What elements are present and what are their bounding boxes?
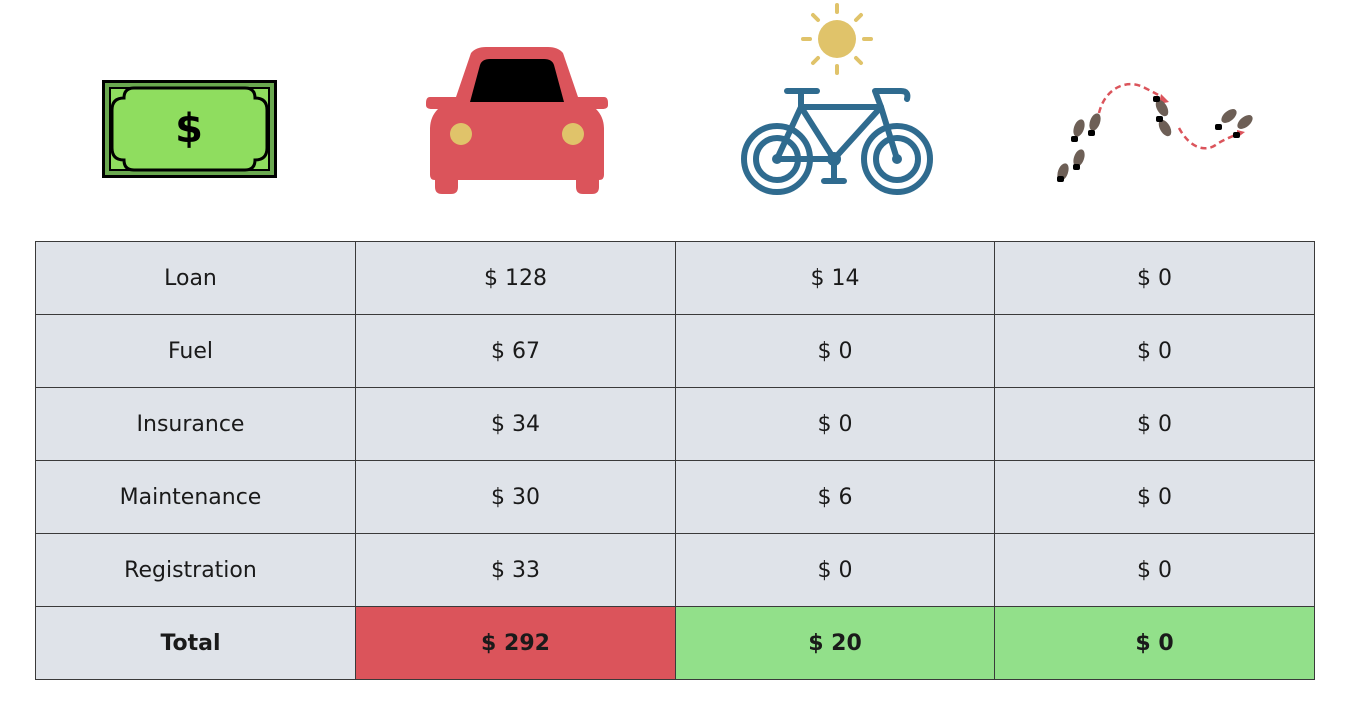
bike-column-header [675,0,994,240]
dollar-bill-icon: $ [102,80,277,178]
footsteps-walking-icon [1057,82,1253,182]
row-label: Fuel [35,314,356,388]
car-cost-cell: $ 67 [355,314,676,388]
car-cost-cell: $ 33 [355,533,676,607]
row-label: Insurance [35,387,356,461]
table-row: Maintenance $ 30 $ 6 $ 0 [35,460,1315,534]
bicycle-icon [741,88,933,195]
header-icons: $ [35,0,1314,240]
row-label: Loan [35,241,356,315]
car-cost-cell: $ 30 [355,460,676,534]
sun-icon [801,3,873,75]
walk-cost-cell: $ 0 [994,314,1315,388]
car-cost-cell: $ 128 [355,241,676,315]
walk-total-cell: $ 0 [994,606,1315,680]
car-total-cell: $ 292 [355,606,676,680]
row-label: Registration [35,533,356,607]
bike-cost-cell: $ 0 [675,314,995,388]
walk-cost-cell: $ 0 [994,460,1315,534]
walk-column-header [995,0,1314,240]
bike-cost-cell: $ 6 [675,460,995,534]
walk-cost-cell: $ 0 [994,387,1315,461]
car-cost-cell: $ 34 [355,387,676,461]
table-row: Insurance $ 34 $ 0 $ 0 [35,387,1315,461]
table-row: Loan $ 128 $ 14 $ 0 [35,241,1315,315]
money-column-header: $ [35,0,354,240]
walk-cost-cell: $ 0 [994,241,1315,315]
bike-total-cell: $ 20 [675,606,995,680]
total-label: Total [35,606,356,680]
bike-cost-cell: $ 0 [675,387,995,461]
bike-cost-cell: $ 0 [675,533,995,607]
bike-cost-cell: $ 14 [675,241,995,315]
row-label: Maintenance [35,460,356,534]
svg-text:$: $ [175,106,203,152]
table-row: Fuel $ 67 $ 0 $ 0 [35,314,1315,388]
walk-cost-cell: $ 0 [994,533,1315,607]
car-column-header [355,0,674,240]
table-row: Registration $ 33 $ 0 $ 0 [35,533,1315,607]
total-row: Total $ 292 $ 20 $ 0 [35,606,1315,680]
car-icon [426,47,608,194]
cost-comparison-table: Loan $ 128 $ 14 $ 0 Fuel $ 67 $ 0 $ 0 In… [35,241,1315,680]
